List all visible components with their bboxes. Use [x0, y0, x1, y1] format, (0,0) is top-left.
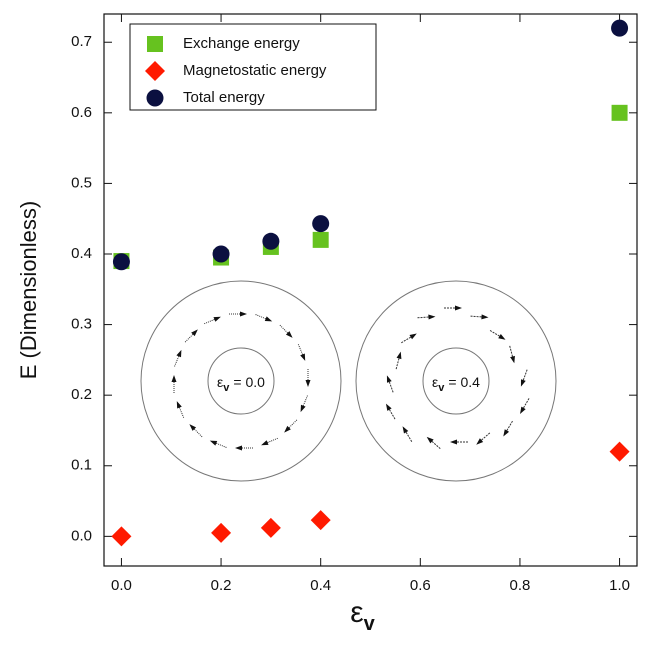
y-axis-label: E (Dimensionless)	[16, 201, 41, 380]
marker-diamond	[111, 526, 132, 547]
inset-arrow-head	[284, 425, 291, 433]
marker-circle	[112, 253, 130, 271]
marker-circle	[262, 232, 280, 250]
legend-label: Exchange energy	[183, 35, 300, 52]
inset-arrow-head	[305, 380, 311, 387]
inset-arrow-head	[176, 401, 182, 409]
x-axis-symbol: ε	[350, 596, 363, 629]
inset-arrow-shaft	[174, 351, 182, 367]
inset-text: = 0.0	[233, 374, 265, 390]
inset-arrow-shaft	[211, 440, 227, 448]
inset-arrow-head	[409, 333, 417, 340]
inset-arrow-head	[428, 314, 436, 320]
inset-label: εv = 0.4	[432, 374, 480, 394]
inset-arrow-head	[285, 331, 293, 338]
legend-box	[129, 23, 377, 111]
inset-arrow-head	[426, 436, 434, 444]
legend-label: Total energy	[183, 89, 265, 106]
marker-circle	[212, 245, 230, 263]
marker-circle	[611, 19, 629, 37]
inset-arrow-head	[402, 426, 409, 434]
inset-arrow-head	[209, 440, 218, 446]
x-axis-subscript: v	[364, 613, 376, 635]
marker-circle	[312, 215, 330, 233]
marker-square	[611, 104, 628, 121]
inset-arrow-head	[520, 379, 526, 387]
inset-subscript: v	[223, 382, 230, 394]
legend-marker	[147, 36, 163, 52]
inset-arrow-head	[510, 355, 515, 364]
inset-arrow-shaft	[279, 324, 292, 337]
inset-arrow-head	[189, 424, 197, 431]
inset-arrow-shaft	[285, 419, 298, 432]
inset-arrow-head	[171, 375, 177, 382]
inset-arrow-shaft	[184, 330, 197, 343]
inset-label: εv = 0.0	[217, 374, 265, 394]
marker-diamond	[609, 441, 630, 462]
x-tick-label: 0.6	[410, 577, 431, 594]
x-tick-label: 0.0	[111, 577, 132, 594]
legend-marker	[145, 61, 165, 81]
y-tick-label: 0.5	[71, 174, 92, 191]
legend-marker	[146, 89, 164, 107]
inset-arrow-head	[520, 406, 526, 414]
inset-arrow-head	[386, 375, 392, 383]
inset-inner	[422, 347, 490, 415]
inset-arrow-head	[235, 445, 242, 451]
inset-arrow-head	[476, 438, 484, 445]
x-tick-label: 0.2	[211, 577, 232, 594]
x-tick-label: 0.4	[310, 577, 331, 594]
inset-arrow-head	[396, 351, 402, 360]
y-tick-label: 0.4	[71, 245, 92, 262]
inset-arrow-head	[213, 316, 221, 322]
inset-arrow-shaft	[190, 425, 203, 438]
inset-arrow-head	[481, 314, 489, 320]
x-tick-label: 1.0	[609, 577, 630, 594]
y-tick-label: 0.3	[71, 316, 92, 333]
legend-label: Magnetostatic energy	[183, 62, 327, 79]
insets: εv = 0.0 εv = 0.4	[140, 280, 557, 482]
inset-arrow-head	[300, 404, 306, 413]
y-tick-label: 0.0	[71, 527, 92, 544]
inset-arrow-head	[455, 305, 462, 311]
inset-arrow-shaft	[262, 437, 278, 445]
inset-symbol: ε	[432, 374, 438, 390]
inset-arrow-shaft	[177, 402, 185, 418]
marker-diamond	[260, 517, 281, 538]
inset-arrow-head	[503, 429, 510, 437]
marker-diamond	[211, 522, 232, 543]
x-tick-label: 0.8	[510, 577, 531, 594]
inset-arrow-head	[261, 440, 269, 446]
inset-subscript: v	[438, 382, 445, 394]
y-tick-label: 0.7	[71, 33, 92, 50]
x-axis-label: εv	[350, 596, 375, 635]
inset-arrow-head	[385, 403, 392, 411]
inset-outer	[140, 280, 342, 482]
y-tick-label: 0.6	[71, 104, 92, 121]
inset-arrow-head	[240, 311, 247, 317]
inset-arrow-head	[450, 439, 457, 445]
y-tick-label: 0.1	[71, 457, 92, 474]
marker-square	[312, 231, 329, 248]
inset-arrow-head	[300, 353, 306, 361]
inset-arrow-head	[264, 316, 273, 322]
inset-inner	[207, 347, 275, 415]
plot-frame	[103, 13, 638, 567]
inset-text: = 0.4	[448, 374, 480, 390]
inset-arrow-head	[191, 329, 198, 337]
inset-arrow-head	[498, 333, 506, 340]
inset-arrow-shaft	[300, 395, 308, 411]
inset-arrow-shaft	[255, 314, 271, 322]
inset-arrow-head	[176, 349, 182, 358]
inset-arrow-shaft	[204, 317, 220, 325]
inset-outer	[355, 280, 557, 482]
marker-diamond	[310, 510, 331, 531]
inset-symbol: ε	[217, 374, 223, 390]
inset-arrow-shaft	[297, 344, 305, 360]
y-tick-label: 0.2	[71, 386, 92, 403]
